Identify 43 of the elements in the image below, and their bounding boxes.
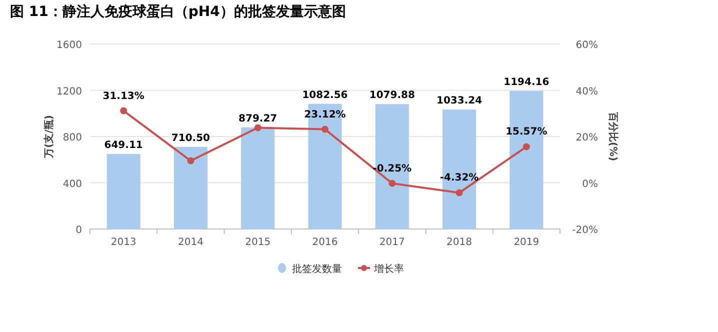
data-label: 1082.56 [302,90,348,101]
y2-tick-label: -20% [572,225,598,236]
chart-title: 图 11：静注人免疫球蛋白（pH4）的批签发量示意图 [10,3,346,20]
data-label: 649.11 [104,140,143,151]
x-tick-label: 2015 [245,237,271,248]
data-label: 710.50 [171,132,210,144]
y-tick-label: 1600 [56,40,82,51]
point [254,124,262,132]
data-label: 31.13% [102,90,144,102]
data-label: -4.32% [440,172,479,184]
data-label: 879.27 [238,113,278,124]
data-label: 1194.16 [504,76,550,88]
x-tick-label: 2013 [110,237,136,248]
legend-label: 批签发数量 [292,263,342,275]
x-tick-label: 2018 [446,237,472,248]
point [456,189,463,196]
data-label: 23.12% [304,109,346,120]
point [322,126,328,133]
bar [106,154,140,229]
y2-tick-label: 20% [576,132,598,144]
y-axis-title: 万(支/瓶) [43,115,55,159]
y-tick-label: 1200 [56,86,82,98]
point [187,157,194,164]
point [388,180,396,187]
y2-tick-label: 0% [582,178,598,190]
point [120,107,128,114]
x-tick-label: 2019 [514,237,540,248]
y2-tick-label: 60% [576,40,598,51]
x-tick-label: 2014 [178,237,204,248]
y-tick-label: 400 [62,178,82,190]
x-tick-label: 2016 [312,237,338,248]
y2-axis-title: 百分比(%) [607,110,619,162]
bar [174,146,208,229]
point [522,143,530,150]
data-label: 15.57% [506,126,548,138]
legend-label: 增长率 [373,263,404,275]
bar [241,127,275,229]
x-tick-label: 2017 [379,237,405,248]
y2-tick-label: 40% [576,86,598,98]
data-label: 1079.88 [369,90,415,102]
y-tick-label: 800 [62,132,82,144]
y-tick-label: 0 [76,225,82,236]
data-label: 1033.24 [436,96,482,107]
